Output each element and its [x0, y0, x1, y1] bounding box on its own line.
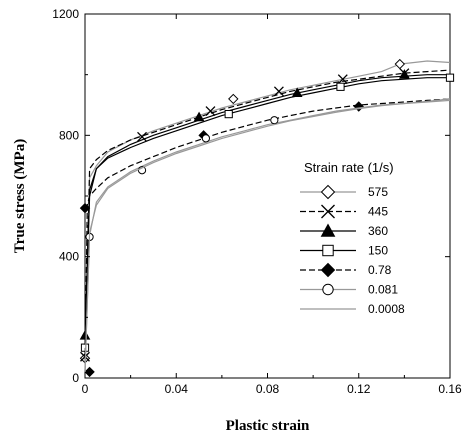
marker-x — [321, 204, 335, 219]
marker-diamond-filled — [84, 366, 95, 378]
series-layer — [79, 58, 455, 378]
marker-square-open — [322, 244, 334, 257]
y-tick-label: 1200 — [52, 7, 79, 21]
x-axis-label: Plastic strain — [226, 418, 310, 434]
y-tick-label: 400 — [59, 250, 79, 264]
marker-square-open — [336, 82, 345, 91]
marker-x — [337, 74, 348, 85]
series-445 — [80, 68, 451, 362]
x-tick-label: 0.08 — [256, 382, 280, 396]
series-575 — [79, 58, 451, 364]
marker-triangle-filled — [193, 111, 205, 122]
x-tick-label: 0.16 — [438, 382, 462, 396]
y-tick-label: 800 — [59, 128, 79, 142]
marker-diamond-open — [228, 93, 239, 105]
marker-diamond-open — [320, 184, 336, 200]
series-0.0008 — [84, 98, 451, 372]
legend-label: 150 — [368, 244, 388, 258]
series-360 — [79, 69, 450, 340]
marker-x-stroke — [273, 86, 284, 97]
series-line — [84, 60, 451, 360]
marker-x-stroke — [337, 74, 348, 85]
marker-circle-open — [270, 116, 279, 125]
legend-label: 0.0008 — [368, 302, 405, 316]
series-0.78 — [79, 98, 451, 378]
marker-circle-open — [201, 134, 211, 143]
marker-x — [205, 106, 216, 117]
marker-square-open — [224, 110, 233, 119]
legend-label: 445 — [368, 205, 388, 219]
marker-triangle-filled — [399, 69, 410, 79]
marker-x-stroke — [205, 106, 216, 117]
marker-x — [273, 86, 284, 97]
plot-area — [84, 13, 451, 379]
legend-label: 0.081 — [368, 283, 398, 297]
y-tick-label: 0 — [72, 371, 79, 385]
legend: Strain rate (1/s) 575 445 360 150 0.78 0.081 0.… — [300, 160, 405, 316]
series-line — [84, 69, 451, 357]
marker-diamond-open — [394, 58, 406, 70]
x-tick-label: 0.12 — [347, 382, 371, 396]
x-tick-label: 0.04 — [165, 382, 189, 396]
legend-label: 360 — [368, 224, 388, 238]
series-line — [84, 98, 451, 372]
series-line — [84, 77, 450, 348]
legend-label: 575 — [368, 185, 388, 199]
marker-square-open — [445, 73, 455, 82]
marker-x-stroke — [137, 131, 147, 142]
x-tick-label: 0 — [82, 382, 89, 396]
marker-diamond-filled — [79, 202, 91, 214]
plot-frame — [84, 13, 451, 379]
marker-x — [137, 131, 147, 142]
marker-circle-open — [322, 283, 334, 296]
y-axis-label: True stress (MPa) — [12, 139, 28, 253]
marker-x-stroke — [321, 204, 335, 219]
axes-layer: 0 0.04 0.08 0.12 0.16 0 400 800 1200 — [52, 7, 462, 396]
marker-triangle-filled — [320, 223, 336, 237]
marker-diamond-filled — [320, 262, 336, 278]
legend-label: 0.78 — [368, 263, 392, 277]
series-line — [84, 74, 450, 339]
legend-title: Strain rate (1/s) — [304, 160, 394, 175]
series-line — [84, 98, 451, 372]
